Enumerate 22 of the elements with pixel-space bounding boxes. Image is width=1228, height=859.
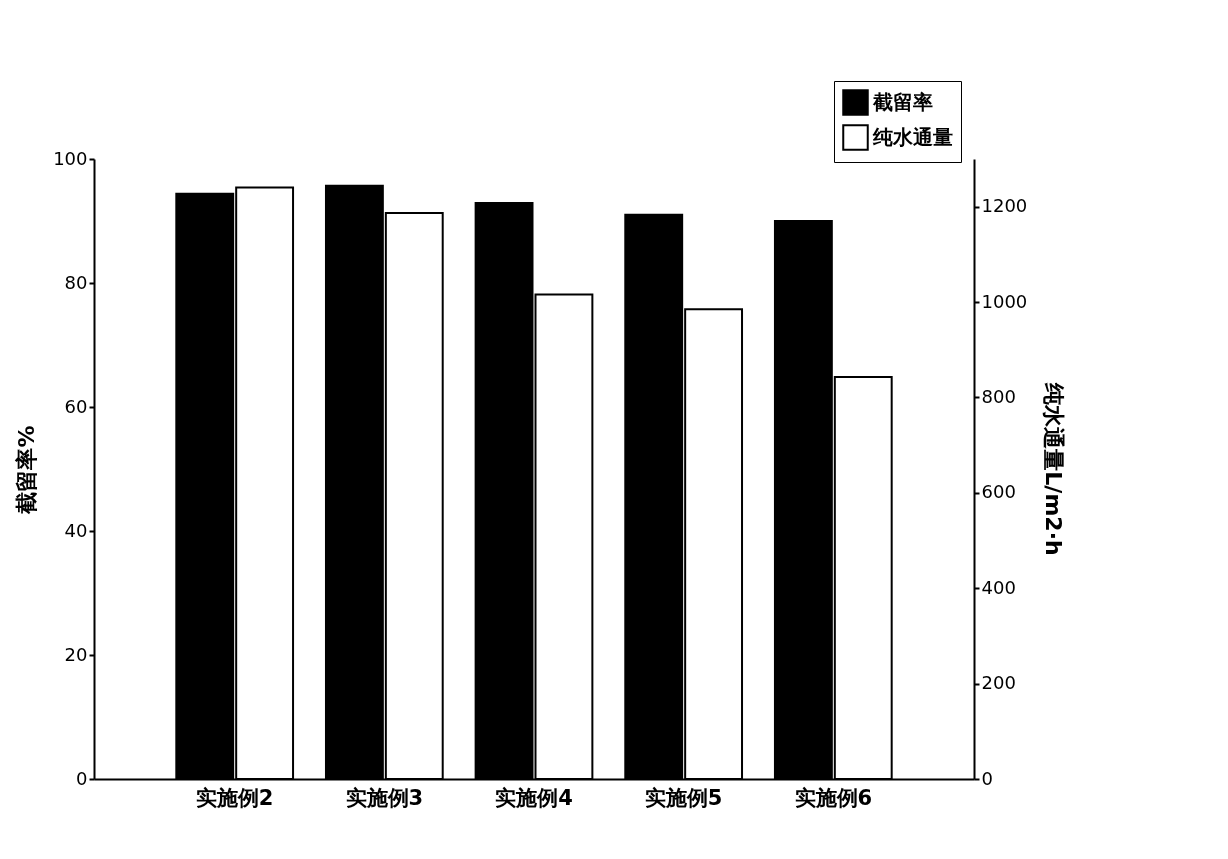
y-tick-label: 40 (64, 519, 88, 541)
x-tick-label: 实施例3 (345, 785, 424, 810)
y-tick-label: 80 (64, 271, 88, 293)
legend-label: 纯水通量 (872, 124, 953, 149)
y2-tick-label: 400 (981, 576, 1016, 598)
y2-tick-label: 0 (981, 767, 993, 789)
y2-tick-label: 1200 (981, 195, 1028, 217)
y2-axis-title: 纯水通量L/m2·h (1041, 382, 1067, 556)
x-tick-label: 实施例4 (495, 785, 573, 810)
y2-tick-label: 1000 (981, 290, 1028, 312)
x-tick-label: 实施例6 (794, 785, 873, 810)
y2-tick-label: 800 (981, 385, 1016, 407)
y2-tick-label: 200 (981, 672, 1016, 694)
legend-label: 截留率 (872, 89, 933, 114)
y-tick-label: 60 (64, 395, 88, 417)
y-tick-label: 0 (76, 767, 88, 789)
x-tick-label: 实施例2 (195, 785, 274, 810)
y-tick-label: 100 (53, 147, 88, 169)
x-tick-label: 实施例5 (644, 785, 723, 810)
y-tick-label: 20 (64, 643, 88, 665)
y2-tick-label: 600 (981, 481, 1016, 503)
y-axis-title: 截留率% (14, 425, 40, 515)
